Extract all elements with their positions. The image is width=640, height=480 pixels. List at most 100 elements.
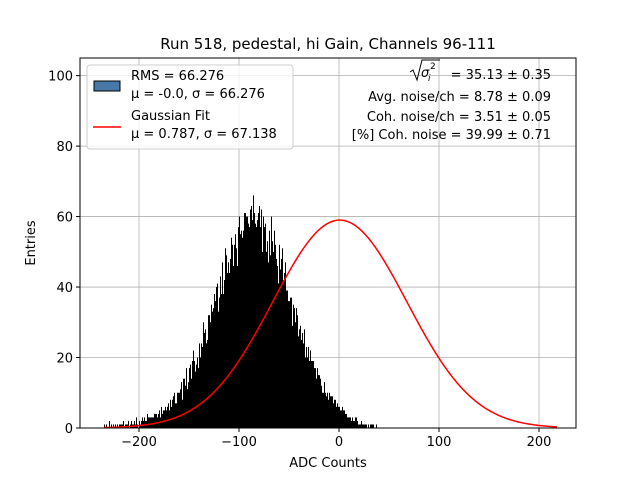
avg-noise-value: Avg. noise/ch = 8.78 ± 0.09	[368, 90, 551, 105]
histogram-bar	[177, 392, 178, 428]
y-tick-label: 80	[56, 140, 73, 155]
histogram-bar	[115, 424, 116, 428]
histogram-bar	[214, 294, 215, 428]
y-tick-label: 40	[56, 281, 73, 296]
histogram-bar	[109, 420, 110, 428]
histogram-bar	[236, 248, 237, 428]
histogram-bar	[298, 336, 299, 428]
histogram-bar	[260, 227, 261, 428]
histogram-bar	[323, 392, 324, 428]
histogram-bar	[217, 283, 218, 428]
histogram-bar	[333, 403, 334, 428]
histogram-bar	[159, 410, 160, 428]
histogram-bar	[254, 213, 255, 428]
histogram-bar	[265, 223, 266, 428]
histogram-bar	[123, 420, 124, 428]
histogram-bar	[310, 350, 311, 428]
histogram-bar	[173, 396, 174, 428]
histogram-bar	[233, 265, 234, 428]
histogram-bar	[289, 301, 290, 428]
histogram-bar	[195, 371, 196, 428]
histogram-bar	[120, 424, 121, 428]
histogram-bar	[104, 424, 105, 428]
x-tick-label: 100	[427, 435, 452, 450]
histogram-bar	[183, 378, 184, 428]
histogram-bar	[242, 237, 243, 428]
histogram-bar	[345, 413, 346, 428]
svg-text:2: 2	[430, 62, 436, 72]
histogram-bar	[342, 406, 343, 428]
histogram-bar	[106, 424, 107, 428]
histogram-bar	[222, 262, 223, 428]
histogram-bar	[281, 258, 282, 428]
histogram-bar	[134, 420, 135, 428]
x-tick-label: 200	[527, 435, 552, 450]
histogram-bar	[356, 417, 357, 428]
histogram-bar	[251, 206, 252, 428]
histogram-bar	[343, 410, 344, 428]
histogram-bar	[210, 322, 211, 428]
histogram-bar	[314, 368, 315, 428]
y-tick-label: 100	[48, 70, 73, 85]
histogram-bar	[259, 206, 260, 428]
histogram-bar	[232, 244, 233, 428]
histogram-bar	[306, 346, 307, 428]
legend-rms-stats: μ = -0.0, σ = 66.276	[131, 87, 265, 102]
histogram-bar	[206, 343, 207, 428]
histogram-bar	[247, 216, 248, 428]
histogram-bar	[363, 424, 364, 428]
histogram-bar	[280, 269, 281, 428]
y-tick-label: 60	[56, 211, 73, 226]
x-tick-label: −200	[121, 435, 157, 450]
histogram-bar	[315, 368, 316, 428]
histogram-bar	[202, 346, 203, 428]
histogram-bar	[263, 216, 264, 428]
histogram-bar	[117, 424, 118, 428]
histogram-bar	[293, 304, 294, 428]
histogram-bar	[172, 399, 173, 428]
histogram-bar	[350, 417, 351, 428]
histogram-bar	[207, 339, 208, 428]
histogram-bar	[327, 392, 328, 428]
histogram-bar	[218, 311, 219, 428]
histogram-bar	[262, 251, 263, 428]
histogram-bar	[337, 403, 338, 428]
histogram-bar	[240, 234, 241, 428]
histogram-bar	[179, 392, 180, 428]
histogram-bar	[362, 424, 363, 428]
histogram-bar	[358, 424, 359, 428]
histogram-bar	[291, 297, 292, 428]
histogram-bar	[163, 410, 164, 428]
histogram-bar	[278, 283, 279, 428]
histogram-bar	[136, 417, 137, 428]
axis-ticks: −200 −100 0 100 200 0 20 40 60 80 100	[48, 70, 551, 450]
histogram-bar	[277, 265, 278, 428]
histogram-bar	[285, 262, 286, 428]
histogram-bar	[324, 382, 325, 428]
histogram-bar	[322, 392, 323, 428]
histogram-bar	[355, 417, 356, 428]
histogram-bar	[201, 343, 202, 428]
histogram-bar	[147, 413, 148, 428]
histogram-bar	[220, 276, 221, 428]
histogram-bar	[250, 209, 251, 428]
histogram-bar	[305, 357, 306, 428]
histogram-bar	[111, 424, 112, 428]
histogram-bar	[320, 378, 321, 428]
histogram-bar	[272, 241, 273, 428]
histogram-bar	[216, 287, 217, 428]
histogram-bar	[209, 315, 210, 428]
histogram-bar	[295, 322, 296, 428]
histogram-bar	[174, 392, 175, 428]
histogram-bar	[180, 389, 181, 428]
histogram-bar	[144, 417, 145, 428]
x-tick-label: −100	[221, 435, 257, 450]
histogram-bar	[156, 413, 157, 428]
histogram-bar	[366, 424, 367, 428]
histogram-bar	[219, 297, 220, 428]
histogram-bar	[113, 424, 114, 428]
pct-coh-noise-value: [%] Coh. noise = 39.99 ± 0.71	[352, 128, 551, 143]
histogram-bar	[257, 220, 258, 428]
histogram-bar	[325, 392, 326, 428]
histogram-bar	[271, 216, 272, 428]
